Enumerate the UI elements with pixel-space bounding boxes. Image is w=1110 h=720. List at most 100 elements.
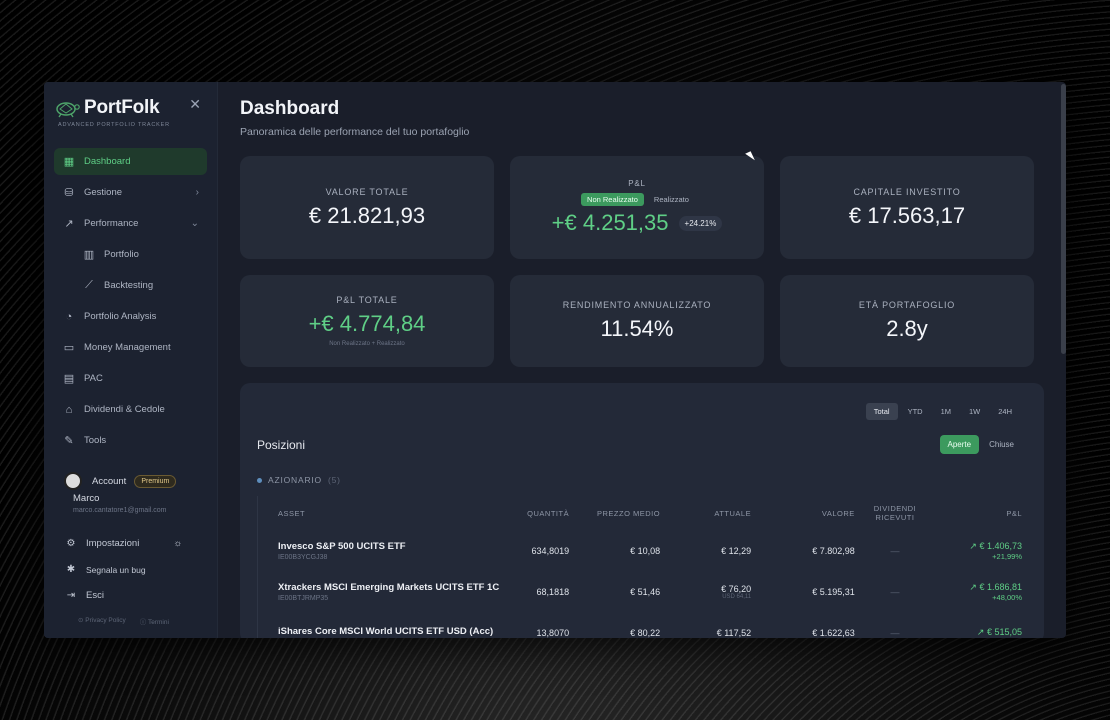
pnl-tab-non-realizzato[interactable]: Non Realizzato [581,193,644,206]
wallet-icon: ▭ [63,342,75,354]
cell-current: € 76,20 [721,583,752,594]
period-tab-24h[interactable]: 24H [998,407,1012,416]
cell-qty: 13,8070 [536,627,570,638]
sidebar-item-backtesting[interactable]: ⟋ Backtesting [54,272,207,299]
main-scrollbar[interactable] [1061,84,1066,354]
table-row[interactable]: Invesco S&P 500 UCITS ETF IE00B3YCGJ38 63… [258,530,1022,571]
cell-avg: € 51,46 [630,586,661,597]
tab-chiuse[interactable]: Chiuse [989,440,1014,449]
card-rendimento: RENDIMENTO ANNUALIZZATO 11.54% [510,275,764,367]
gear-icon: ⚙ [66,538,76,549]
open-closed-toggle: Aperte Chiuse [939,435,1020,454]
period-tab-ytd[interactable]: YTD [907,407,923,416]
col-dividendi[interactable]: DIVIDENDI RICEVUTI [873,504,917,522]
privacy-link[interactable]: ⊙ Privacy Policy [78,617,126,624]
dashboard-grid-icon: ▦ [63,156,75,168]
theme-toggle-sun-icon[interactable]: ☼ [173,538,183,549]
card-label: CAPITALE INVESTITO [853,186,961,197]
cell-current: € 12,29 [721,545,752,556]
period-tab-1w[interactable]: 1W [968,407,981,416]
sidebar-nav: ▦ Dashboard ⛁ Gestione › ↗ Performance ⌄… [54,148,207,454]
section-name: AZIONARIO [268,475,322,485]
card-valore-totale: VALORE TOTALE € 21.821,93 [240,156,494,259]
asset-name: Xtrackers MSCI Emerging Markets UCITS ET… [278,581,500,593]
premium-badge: Premium [134,474,177,488]
sidebar-item-dividendi[interactable]: ⌂ Dividendi & Cedole [54,396,207,423]
sidebar-item-dashboard[interactable]: ▦ Dashboard [54,148,207,175]
report-bug-button[interactable]: ✱ Segnala un bug [64,564,146,575]
account-name: Marco [73,493,100,504]
report-bug-label: Segnala un bug [86,564,146,575]
cell-value: € 1.622,63 [812,627,855,638]
col-asset[interactable]: ASSET [278,508,306,518]
col-valore[interactable]: VALORE [821,508,855,518]
card-label: ETÀ PORTAFOGLIO [858,300,956,310]
card-label: P&L [628,179,646,188]
asset-name: iShares Core MSCI World UCITS ETF USD (A… [278,626,494,637]
period-tab-1m[interactable]: 1M [940,407,951,416]
sidebar-item-money-management[interactable]: ▭ Money Management [54,334,207,361]
sidebar-item-gestione[interactable]: ⛁ Gestione › [54,179,207,206]
sidebar-item-pac[interactable]: ▤ PAC [54,365,207,392]
trend-up-icon: ↗ [64,218,74,230]
table-row[interactable]: Xtrackers MSCI Emerging Markets UCITS ET… [258,571,1022,612]
pnl-tab-realizzato[interactable]: Realizzato [653,195,689,204]
sidebar-item-portfolio[interactable]: ▥ Portfolio [54,241,207,268]
sidebar-item-label: PAC [84,373,103,384]
cell-div: — [890,586,900,597]
chevron-right-icon: › [195,187,199,198]
cell-avg: € 10,08 [630,545,661,556]
card-value: 11.54% [600,316,674,341]
chevron-down-icon: ⌄ [190,218,199,229]
section-azionario[interactable]: AZIONARIO (5) [257,475,341,485]
avatar [64,472,82,490]
logo[interactable]: PortFolk [54,90,207,126]
settings-button[interactable]: ⚙ Impostazioni ☼ [64,538,183,549]
cell-value: € 5.195,31 [812,586,855,597]
cell-pnl: ↗ € 1.686,81 [969,581,1022,592]
card-value: € 21.821,93 [308,202,426,228]
footer-links: ⊙ Privacy Policy ⓘ Termini [78,616,169,626]
app-window: PortFolk ADVANCED PORTFOLIO TRACKER ✕ ▦ … [44,82,1066,638]
sidebar: PortFolk ADVANCED PORTFOLIO TRACKER ✕ ▦ … [44,82,218,638]
page-title: Dashboard [240,98,340,119]
card-value: € 17.563,17 [848,202,966,228]
database-icon: ⛁ [64,187,74,199]
tab-aperte[interactable]: Aperte [939,435,980,454]
bank-icon: ⌂ [65,403,73,416]
sidebar-item-portfolio-analysis[interactable]: ◔ Portfolio Analysis [54,303,207,330]
cell-current-sub: USD 64,11 [722,593,752,600]
sidebar-item-label: Dividendi & Cedole [84,404,165,415]
section-dot-icon [257,477,262,483]
account-section[interactable]: Account Premium Marco marco.cantatore1@g… [64,472,214,514]
col-prezzo-medio[interactable]: PREZZO MEDIO [597,508,661,518]
asset-isin: IE00BTJRMP35 [278,594,329,602]
sidebar-item-label: Portfolio [104,249,139,260]
cell-current: € 117,52 [716,627,752,638]
line-chart-icon: ⟋ [85,279,93,291]
col-pnl[interactable]: P&L [1006,508,1022,518]
app-tagline: ADVANCED PORTFOLIO TRACKER [58,122,170,128]
positions-panel: Total YTD 1M 1W 24H Posizioni Aperte Chi… [240,383,1044,638]
close-sidebar-icon[interactable]: ✕ [189,96,201,112]
cell-qty: 634,8019 [531,545,570,556]
table-row[interactable]: iShares Core MSCI World UCITS ETF USD (A… [258,612,1022,638]
terms-link[interactable]: ⓘ Termini [139,619,169,626]
logout-button[interactable]: ⇥ Esci [64,590,104,601]
cell-avg: € 80,22 [630,627,661,638]
period-tabs: Total YTD 1M 1W 24H [865,403,1020,420]
col-attuale[interactable]: ATTUALE [714,508,752,518]
main-content: Dashboard Panoramica delle performance d… [218,82,1066,638]
card-pnl-totale: P&L TOTALE +€ 4.774,84 Non Realizzato + … [240,275,494,367]
cell-pnl: ↗ € 1.406,73 [969,540,1022,551]
card-note: Non Realizzato + Realizzato [329,341,405,347]
card-label: RENDIMENTO ANNUALIZZATO [562,300,712,310]
cell-div: — [890,545,900,556]
period-tab-total[interactable]: Total [865,403,898,420]
col-quantita[interactable]: QUANTITÀ [527,508,570,518]
sidebar-item-performance[interactable]: ↗ Performance ⌄ [54,210,207,237]
pnl-toggle: Non Realizzato Realizzato [581,193,693,206]
pnl-percent-badge: +24.21% [678,215,723,231]
sidebar-item-label: Gestione [84,187,123,198]
sidebar-item-tools[interactable]: ✎ Tools [54,427,207,454]
